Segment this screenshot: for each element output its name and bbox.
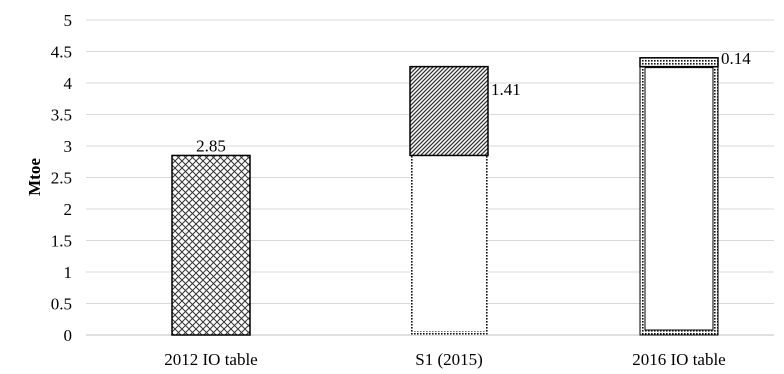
data-label: 0.14 bbox=[721, 49, 751, 68]
y-tick-labels: 0 0.5 1 1.5 2 2.5 3 3.5 4 4.5 5 bbox=[51, 11, 73, 345]
y-tick-label: 3 bbox=[64, 137, 73, 156]
y-tick-label: 0 bbox=[64, 326, 73, 345]
y-tick-label: 3.5 bbox=[51, 106, 72, 125]
y-tick-label: 1.5 bbox=[51, 232, 72, 251]
bar-segment bbox=[410, 155, 488, 335]
bar-segment bbox=[640, 58, 718, 67]
y-axis-label: Mtoe bbox=[25, 158, 44, 196]
x-tick-label: 2012 IO table bbox=[164, 350, 257, 369]
data-label: 1.41 bbox=[491, 80, 521, 99]
bar-segment bbox=[410, 67, 488, 156]
y-tick-label: 5 bbox=[64, 11, 73, 30]
bar-segment bbox=[172, 155, 250, 335]
y-tick-label: 2 bbox=[64, 200, 73, 219]
y-tick-label: 0.5 bbox=[51, 295, 72, 314]
y-tick-label: 2.5 bbox=[51, 169, 72, 188]
y-tick-label: 4.5 bbox=[51, 43, 72, 62]
bars bbox=[172, 58, 718, 335]
x-tick-label: 2016 IO table bbox=[632, 350, 725, 369]
x-tick-label: S1 (2015) bbox=[415, 350, 483, 369]
data-label: 2.85 bbox=[196, 136, 226, 155]
y-tick-label: 1 bbox=[64, 263, 73, 282]
x-tick-labels: 2012 IO table S1 (2015) 2016 IO table bbox=[164, 350, 725, 369]
y-tick-label: 4 bbox=[64, 74, 73, 93]
bar-segment bbox=[640, 67, 718, 335]
